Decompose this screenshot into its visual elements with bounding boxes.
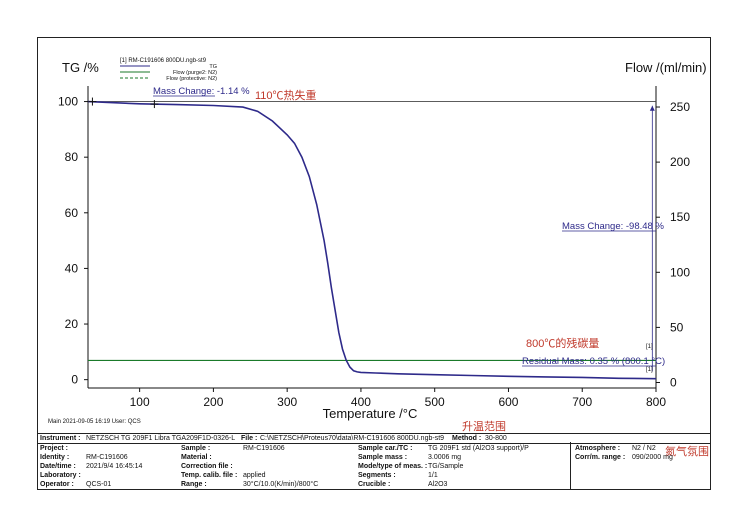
info-value: N2 / N2	[632, 445, 656, 452]
y-left-tick-label: 100	[58, 95, 78, 109]
info-label: Segments :	[358, 472, 396, 479]
info-value: 30°C/10.0(K/min)/800°C	[243, 481, 319, 488]
info-label: Material :	[181, 454, 212, 461]
y-left-tick-label: 20	[65, 317, 79, 331]
instrument-label: Instrument :	[40, 435, 81, 442]
info-column-divider	[570, 442, 571, 490]
info-label: Temp. calib. file :	[181, 472, 238, 479]
info-row: Date/time : 2021/9/4 16:45:14 Correction f…	[38, 462, 710, 471]
instrument-row: Instrument : NETZSCH TG 209F1 Libra TGA2…	[38, 433, 710, 444]
info-label: Date/time :	[40, 463, 76, 470]
residual-mass-label: Residual Mass: 0.35 % (800.1 °C)	[522, 356, 665, 367]
y-right-tick-label: 50	[670, 320, 684, 334]
info-value: TG/Sample	[428, 463, 464, 470]
info-value: 090/2000 mg	[632, 454, 673, 461]
note-atmosphere: 氮气氛围	[665, 444, 709, 458]
note-heating-range: 升温范围	[462, 419, 506, 433]
x-tick-label: 100	[130, 395, 150, 409]
info-row: Identity : RM-C191606 Material : Sample mas…	[38, 453, 710, 462]
info-label: Sample car./TC :	[358, 445, 413, 452]
file-value: C:\NETZSCH\Proteus70\data\RM-C191606 800…	[260, 435, 445, 442]
marker-b: [1]	[646, 367, 653, 373]
legend-item-label: Flow (purge2: N2)	[173, 70, 217, 76]
y-right-tick-label: 100	[670, 265, 690, 279]
x-tick-label: 300	[277, 395, 297, 409]
y-left-tick-label: 80	[65, 150, 79, 164]
info-value: RM-C191606	[86, 454, 128, 461]
info-value: 2021/9/4 16:45:14	[86, 463, 143, 470]
info-label: Laboratory :	[40, 472, 81, 479]
info-label: Sample mass :	[358, 454, 408, 461]
info-label: Sample :	[181, 445, 211, 452]
y-right-tick-label: 200	[670, 155, 690, 169]
y-left-axis-title: TG /%	[62, 60, 99, 75]
tg-series-line	[87, 100, 657, 380]
y-right-tick-label: 250	[670, 100, 690, 114]
info-value: RM-C191606	[243, 445, 285, 452]
info-label: Project :	[40, 445, 69, 452]
legend-item-label: TG	[209, 64, 217, 70]
marker-a: [1]	[646, 344, 653, 350]
legend-header: [1] RM-C191606 800DU.ngb-st9	[120, 58, 207, 64]
y-right-axis-title: Flow /(ml/min)	[625, 60, 707, 75]
info-row: Laboratory : Temp. calib. file : applied Se…	[38, 471, 710, 480]
info-label: Corr/m. range :	[575, 454, 626, 461]
info-row: Operator : QCS-01 Range : 30°C/10.0(K/min)/…	[38, 480, 710, 489]
y-left-tick-label: 0	[71, 373, 78, 387]
x-tick-label: 600	[498, 395, 518, 409]
x-tick-label: 200	[203, 395, 223, 409]
info-value: applied	[243, 472, 266, 479]
file-label: File :	[241, 435, 258, 442]
y-right-tick-label: 0	[670, 375, 677, 389]
info-label: Atmosphere :	[575, 445, 621, 452]
note-800c: 800℃的残碳量	[526, 336, 599, 350]
info-value: TG 209F1 std (Al2O3 support)/P	[428, 445, 529, 452]
x-tick-label: 700	[572, 395, 592, 409]
info-label: Correction file :	[181, 463, 233, 470]
info-label: Range :	[181, 481, 207, 488]
x-tick-label: 800	[646, 395, 666, 409]
y-left-tick-label: 60	[65, 206, 79, 220]
y-left-tick-label: 40	[65, 261, 79, 275]
info-label: Identity :	[40, 454, 70, 461]
main-status-line: Main 2021-09-05 16:19 User: QCS	[48, 419, 141, 425]
chart-frame	[37, 37, 711, 490]
info-value: 1/1	[428, 472, 438, 479]
legend-item-label: Flow (protective: N2)	[166, 76, 217, 82]
info-label: Mode/type of meas. :	[358, 463, 428, 470]
info-value: 3.0006 mg	[428, 454, 462, 461]
arrow-head-up	[649, 105, 655, 111]
info-label: Crucible :	[358, 481, 391, 488]
info-label: Operator :	[40, 481, 74, 488]
mass-change-2-label: Mass Change: -98.48 %	[562, 221, 664, 232]
info-row: Project : Sample : RM-C191606 Sample car./T…	[38, 444, 710, 453]
method-label: Method :	[452, 435, 482, 442]
x-axis-title: Temperature /°C	[323, 406, 418, 421]
instrument-value: NETZSCH TG 209F1 Libra TGA209F1D-0326-L	[86, 435, 236, 442]
info-value: QCS-01	[86, 481, 112, 488]
note-110c: 110℃热失重	[255, 88, 317, 102]
mass-change-1-label: Mass Change: -1.14 %	[153, 86, 250, 97]
y-right-tick-label: 150	[670, 210, 690, 224]
x-tick-label: 400	[351, 395, 371, 409]
info-value: Al2O3	[428, 481, 448, 488]
x-tick-label: 500	[425, 395, 445, 409]
method-value: 30-800	[485, 435, 507, 442]
